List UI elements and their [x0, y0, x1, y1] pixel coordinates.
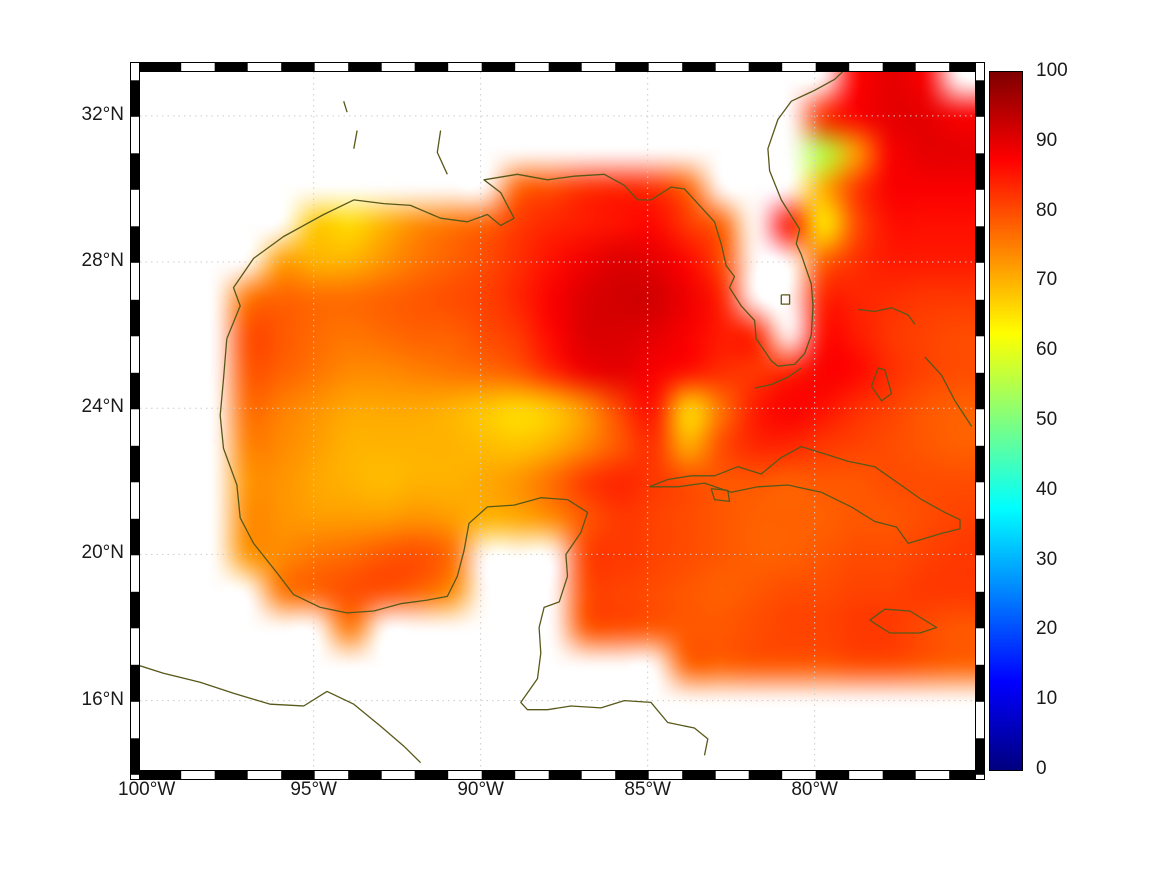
- frame-band-left: [130, 62, 140, 780]
- colorbar-tick-label: 100: [1036, 60, 1068, 81]
- heatmap-canvas: [140, 72, 975, 770]
- colorbar-tick-label: 0: [1036, 758, 1047, 779]
- colorbar-tick-label: 10: [1036, 688, 1058, 710]
- x-tick-label: 90°W: [457, 779, 504, 800]
- colorbar-tick-label: 20: [1036, 618, 1058, 640]
- y-tick-label: 16°N: [81, 688, 124, 710]
- coastline-path: [226, 72, 844, 367]
- y-tick-label: 20°N: [81, 542, 124, 564]
- coastline-path: [219, 338, 709, 756]
- coastline-path: [754, 367, 802, 389]
- colorbar-tick-label: 40: [1036, 478, 1058, 500]
- coastline-path: [353, 130, 358, 149]
- frame-band-top: [140, 62, 975, 72]
- map-plot-area: [140, 72, 975, 770]
- y-tick-label: 32°N: [81, 103, 124, 125]
- coastline-path: [870, 367, 893, 402]
- coastline-path: [858, 307, 916, 325]
- colorbar-tick-label: 60: [1036, 339, 1058, 361]
- y-tick-label: 28°N: [81, 250, 124, 272]
- map-overlay-svg: [140, 72, 975, 770]
- x-tick-label: 80°W: [791, 779, 838, 800]
- x-tick-label: 85°W: [624, 779, 671, 800]
- coastline-path: [436, 130, 448, 175]
- coastline-path: [649, 445, 961, 545]
- colorbar-canvas: [990, 72, 1022, 770]
- coastline-path: [140, 665, 422, 764]
- colorbar-tick-label: 80: [1036, 199, 1058, 221]
- coastline-path: [869, 608, 938, 634]
- colorbar-tick-label: 50: [1036, 409, 1058, 430]
- colorbar-tick-label: 30: [1036, 548, 1058, 570]
- x-tick-label: 100°W: [118, 779, 176, 800]
- coastline-path: [710, 487, 731, 503]
- frame-band-right: [975, 62, 985, 780]
- y-tick-label: 24°N: [81, 396, 124, 418]
- x-tick-label: 95°W: [290, 779, 337, 800]
- coastline-path: [343, 101, 348, 113]
- coastline-path: [924, 356, 973, 427]
- colorbar-tick-label: 70: [1036, 269, 1058, 291]
- colorbar-tick-label: 90: [1036, 129, 1058, 151]
- coastline-path: [780, 294, 791, 305]
- colorbar: [989, 71, 1023, 771]
- frame-band-bottom: [140, 770, 975, 780]
